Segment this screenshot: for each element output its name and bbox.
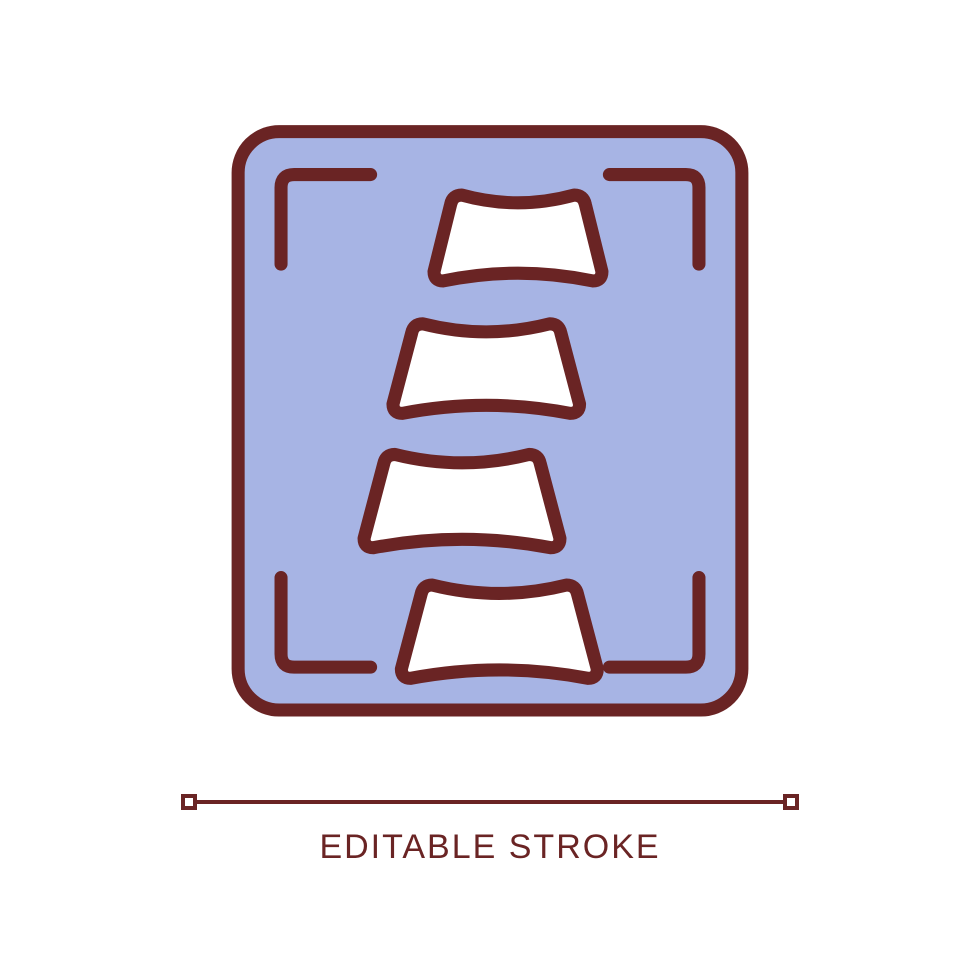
stroke-width-slider <box>181 794 799 810</box>
slider-endcap-right <box>783 794 799 810</box>
slider-track <box>197 800 783 804</box>
caption-text: EDITABLE STROKE <box>319 828 660 867</box>
slider-endcap-left <box>181 794 197 810</box>
xray-icon-block: EDITABLE STROKE <box>181 113 799 867</box>
spine-xray-icon <box>210 113 770 766</box>
